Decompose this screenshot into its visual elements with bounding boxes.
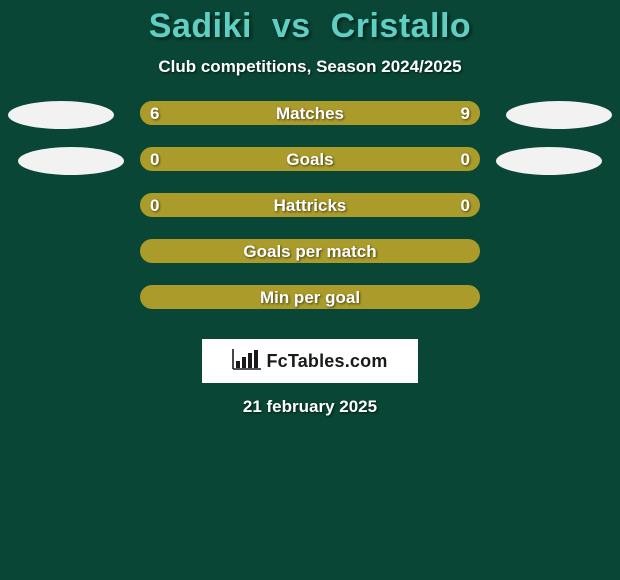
player-marker-right xyxy=(506,101,612,129)
stat-label: Goals xyxy=(140,147,480,172)
stat-row: 00Hattricks xyxy=(0,193,620,239)
stat-label: Hattricks xyxy=(140,193,480,218)
stat-bar: 00Hattricks xyxy=(140,193,480,217)
player-marker-right xyxy=(496,147,602,175)
bar-chart-icon xyxy=(232,348,262,375)
title-vs: vs xyxy=(272,7,311,45)
stat-row: Min per goal xyxy=(0,285,620,331)
player-marker-left xyxy=(18,147,124,175)
stat-row: 69Matches xyxy=(0,101,620,147)
stat-rows: 69Matches 00Goals 00Hattricks Goals per mat… xyxy=(0,101,620,331)
title-player1: Sadiki xyxy=(149,7,252,45)
stat-bar: 69Matches xyxy=(140,101,480,125)
player-marker-left xyxy=(8,101,114,129)
comparison-card: Sadiki vs Cristallo Club competitions, S… xyxy=(0,0,620,417)
date-line: 21 february 2025 xyxy=(0,397,620,417)
stat-label: Goals per match xyxy=(140,239,480,264)
stat-bar: Min per goal xyxy=(140,285,480,309)
stat-label: Min per goal xyxy=(140,285,480,310)
brand-box: FcTables.com xyxy=(202,339,418,383)
stat-label: Matches xyxy=(140,101,480,126)
stat-bar: Goals per match xyxy=(140,239,480,263)
title-player2: Cristallo xyxy=(331,7,472,45)
brand-text: FcTables.com xyxy=(266,351,387,372)
stat-row: 00Goals xyxy=(0,147,620,193)
page-title: Sadiki vs Cristallo xyxy=(0,8,620,45)
subtitle: Club competitions, Season 2024/2025 xyxy=(0,57,620,77)
stat-row: Goals per match xyxy=(0,239,620,285)
stat-bar: 00Goals xyxy=(140,147,480,171)
